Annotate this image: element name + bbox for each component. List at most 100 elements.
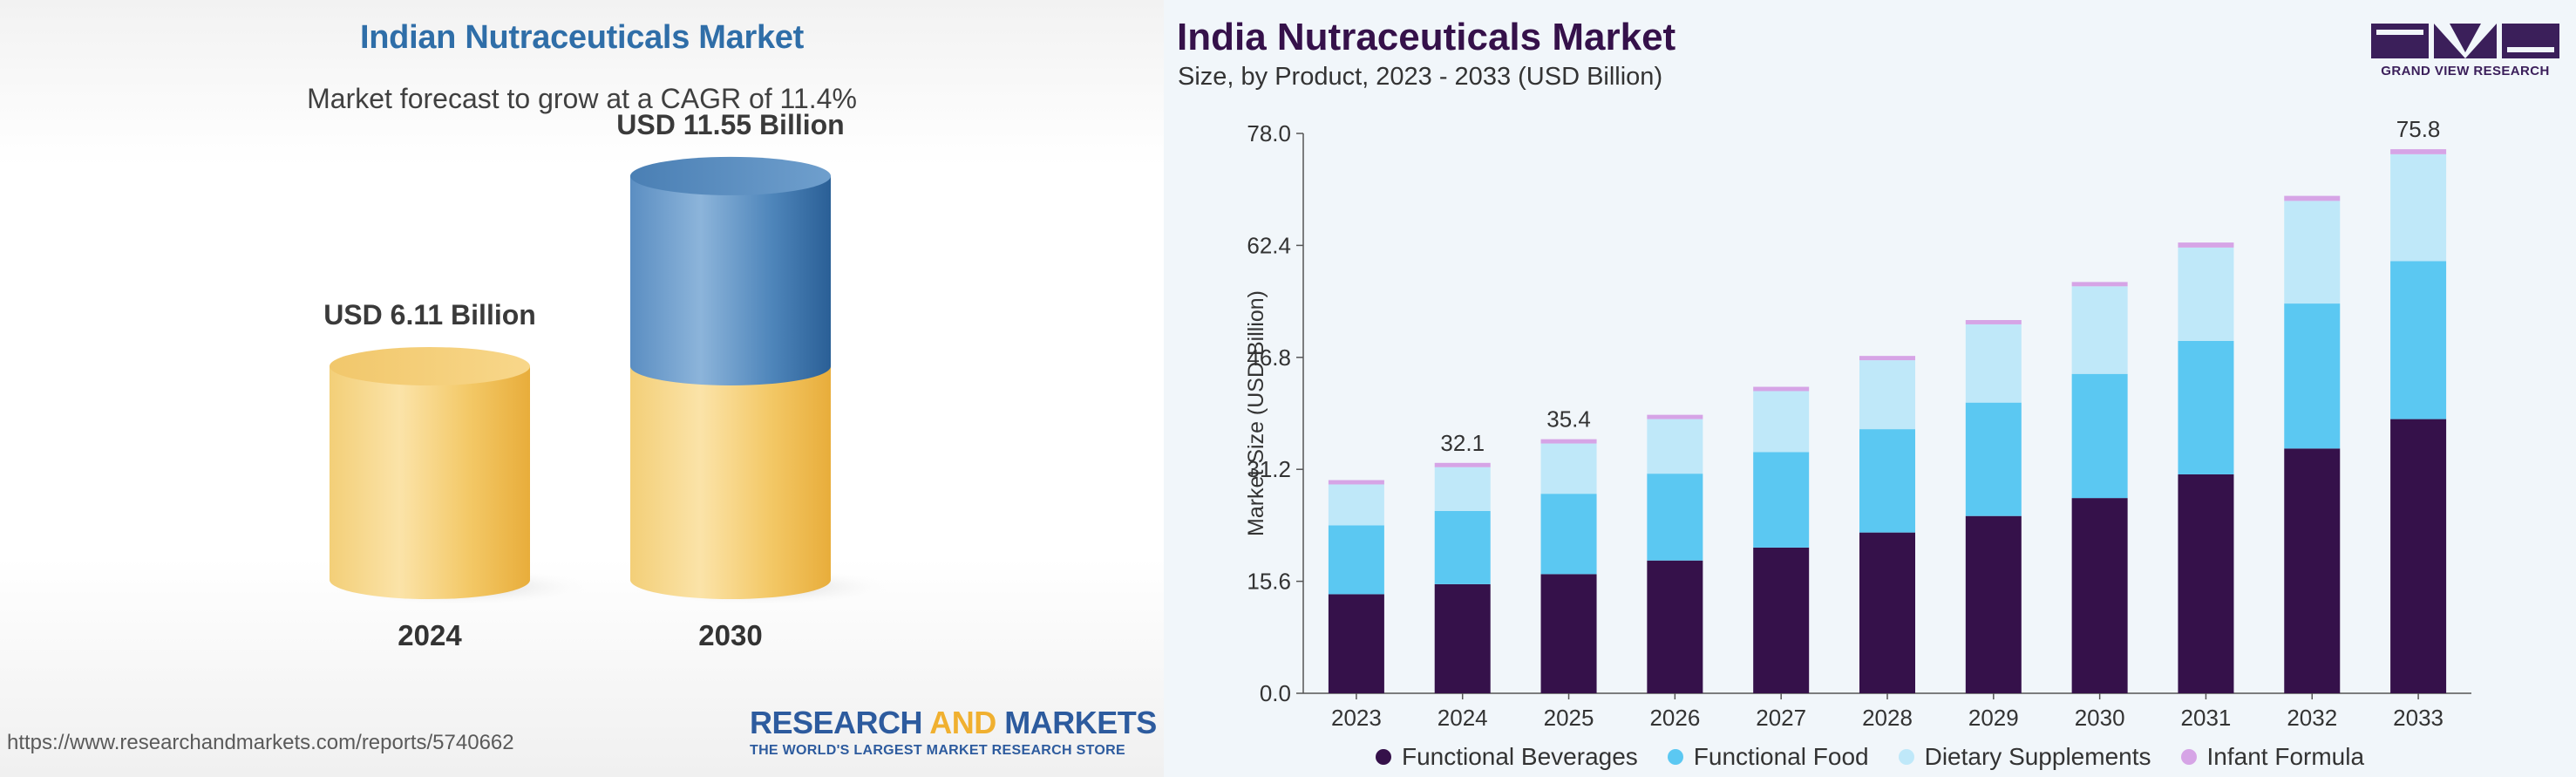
bar-segment-functional-beverages-2028	[1859, 532, 1915, 693]
x-tick-label: 2032	[2287, 705, 2337, 731]
bar-segment-infant-formula-2029	[1965, 320, 2022, 324]
grand-view-research-logo: GRAND VIEW RESEARCH	[2361, 19, 2570, 80]
bar-total-label: 35.4	[1546, 406, 1591, 433]
bar-segment-functional-food-2032	[2284, 303, 2341, 449]
bar-segment-functional-food-2028	[1859, 429, 1915, 533]
x-tick-label: 2033	[2393, 705, 2443, 731]
bar-segment-infant-formula-2030	[2071, 282, 2128, 287]
bar-segment-dietary-supplements-2028	[1859, 360, 1915, 430]
bar-segment-dietary-supplements-2031	[2178, 247, 2234, 341]
x-tick-label: 2027	[1756, 705, 1806, 731]
bar-segment-functional-food-2030	[2071, 373, 2128, 499]
bar-segment-dietary-supplements-2033	[2390, 153, 2447, 262]
bar-segment-functional-beverages-2026	[1647, 560, 1703, 693]
bar-segment-dietary-supplements-2030	[2071, 286, 2128, 374]
y-tick-label: 31.2	[1247, 456, 1291, 482]
bar-segment-functional-food-2025	[1540, 494, 1597, 575]
y-tick-label: 15.6	[1247, 569, 1291, 595]
bar-segment-dietary-supplements-2029	[1965, 324, 2022, 403]
bar-segment-functional-beverages-2031	[2178, 474, 2234, 693]
cylinder-year-label: 2030	[698, 619, 763, 651]
cylinder-value-label: USD 6.11 Billion	[323, 299, 536, 331]
legend-label: Infant Formula	[2206, 743, 2365, 770]
cylinder-top-2024	[330, 347, 530, 385]
legend-item: Functional Food	[1667, 743, 1869, 771]
x-tick-label: 2025	[1544, 705, 1594, 731]
bar-segment-infant-formula-2023	[1328, 480, 1384, 485]
bar-segment-functional-beverages-2029	[1965, 515, 2022, 693]
legend-item: Functional Beverages	[1375, 743, 1638, 771]
bar-segment-functional-beverages-2025	[1540, 574, 1597, 693]
legend-label: Functional Beverages	[1401, 743, 1638, 770]
bar-segment-dietary-supplements-2024	[1434, 467, 1491, 511]
right-panel: India Nutraceuticals Market Size, by Pro…	[1164, 0, 2576, 777]
x-tick-label: 2030	[2075, 705, 2125, 731]
legend-swatch-icon	[2180, 749, 2197, 765]
bar-segment-infant-formula-2032	[2284, 195, 2341, 201]
logo-tagline: THE WORLD'S LARGEST MARKET RESEARCH STOR…	[750, 743, 1125, 758]
bar-segment-infant-formula-2028	[1859, 356, 1915, 361]
bar-segment-infant-formula-2025	[1540, 439, 1597, 444]
logo-and: AND	[929, 705, 996, 740]
x-tick-label: 2023	[1331, 705, 1382, 731]
bar-segment-functional-beverages-2032	[2284, 448, 2341, 693]
bar-segment-dietary-supplements-2025	[1540, 443, 1597, 494]
x-tick-label: 2024	[1438, 705, 1488, 731]
logo-markets: MARKETS	[996, 705, 1157, 740]
cylinder-gold-segment-2030	[630, 366, 831, 599]
bar-segment-functional-food-2024	[1434, 510, 1491, 584]
bar-segment-dietary-supplements-2027	[1753, 391, 1810, 453]
gvr-logo-mark	[2371, 24, 2559, 58]
bar-segment-infant-formula-2033	[2390, 149, 2447, 154]
bar-segment-infant-formula-2031	[2178, 242, 2234, 248]
bar-segment-functional-beverages-2023	[1328, 594, 1384, 693]
logo-research: RESEARCH	[750, 705, 930, 740]
source-url[interactable]: https://www.researchandmarkets.com/repor…	[7, 731, 514, 754]
legend-swatch-icon	[1667, 749, 1683, 765]
y-tick-label: 0.0	[1260, 680, 1291, 706]
y-tick-label: 78.0	[1247, 120, 1291, 147]
legend-label: Dietary Supplements	[1924, 743, 2151, 770]
x-tick-label: 2029	[1968, 705, 2019, 731]
bar-segment-functional-beverages-2024	[1434, 583, 1491, 693]
x-tick-label: 2031	[2181, 705, 2232, 731]
x-tick-label: 2026	[1649, 705, 1700, 731]
bar-segment-dietary-supplements-2023	[1328, 484, 1384, 526]
bar-segment-functional-food-2029	[1965, 402, 2022, 516]
y-tick-label: 46.8	[1247, 344, 1291, 371]
legend-swatch-icon	[1375, 749, 1391, 765]
cylinder-top-2030	[630, 156, 831, 195]
cylinder-gold-segment-2024	[330, 366, 530, 599]
left-chart-subtitle: Market forecast to grow at a CAGR of 11.…	[307, 83, 857, 114]
right-chart-title: India Nutraceuticals Market	[1177, 16, 1676, 58]
x-tick-label: 2028	[1862, 705, 1913, 731]
bar-segment-functional-beverages-2027	[1753, 547, 1810, 693]
bar-total-label: 75.8	[2396, 116, 2441, 142]
bar-segment-functional-food-2027	[1753, 452, 1810, 548]
cylinder-year-label: 2024	[398, 619, 462, 651]
right-chart-subtitle: Size, by Product, 2023 - 2033 (USD Billi…	[1178, 63, 1663, 91]
cylinder-chart	[325, 156, 896, 606]
chart-legend: Functional Beverages Functional Food Dieta…	[1164, 743, 2576, 771]
gvr-logo-text: GRAND VIEW RESEARCH	[2381, 64, 2550, 78]
cylinder-value-label: USD 11.55 Billion	[616, 108, 845, 140]
y-tick-label: 62.4	[1247, 232, 1291, 258]
bar-segment-functional-beverages-2030	[2071, 498, 2128, 693]
research-and-markets-logo: RESEARCH AND MARKETS THE WORLD'S LARGEST…	[750, 706, 1159, 767]
bar-segment-infant-formula-2024	[1434, 462, 1491, 467]
bar-segment-infant-formula-2026	[1647, 414, 1703, 419]
legend-item: Infant Formula	[2180, 743, 2365, 771]
stacked-bar-chart: 0.0 15.6 31.2 46.8 62.4 78.0 Market Size (USD …	[1244, 116, 2471, 731]
legend-item: Dietary Supplements	[1898, 743, 2151, 771]
bar-segment-functional-beverages-2033	[2390, 419, 2447, 693]
bar-segment-infant-formula-2027	[1753, 386, 1810, 392]
y-axis-title: Market Size (USD Billion)	[1244, 290, 1268, 536]
bar-segment-dietary-supplements-2032	[2284, 201, 2341, 304]
bar-segment-functional-food-2033	[2390, 261, 2447, 419]
bar-segment-functional-food-2026	[1647, 474, 1703, 561]
bar-segment-functional-food-2023	[1328, 525, 1384, 595]
left-panel: Indian Nutraceuticals Market Market fore…	[0, 0, 1164, 777]
bar-segment-dietary-supplements-2026	[1647, 419, 1703, 474]
left-chart-title: Indian Nutraceuticals Market	[360, 19, 804, 56]
legend-label: Functional Food	[1693, 743, 1869, 770]
